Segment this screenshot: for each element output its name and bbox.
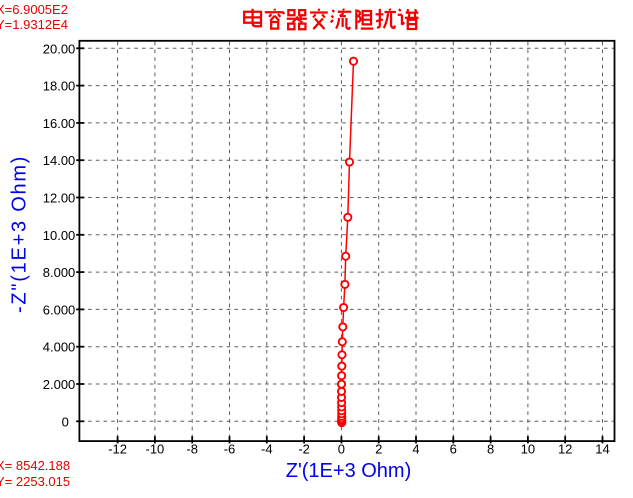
- svg-text:0: 0: [62, 414, 69, 429]
- svg-text:Z'(1E+3 Ohm): Z'(1E+3 Ohm): [286, 460, 412, 482]
- svg-text:6: 6: [450, 442, 457, 457]
- svg-text:10.00: 10.00: [43, 228, 76, 243]
- svg-text:Y= 2253.015: Y= 2253.015: [0, 474, 70, 489]
- svg-text:4: 4: [412, 442, 419, 457]
- svg-text:8: 8: [487, 442, 494, 457]
- svg-text:-Z"(1E+3 Ohm): -Z"(1E+3 Ohm): [8, 155, 30, 313]
- svg-text:0: 0: [338, 442, 345, 457]
- svg-text:X= 8542.188: X= 8542.188: [0, 458, 70, 473]
- svg-text:Y=1.9312E4: Y=1.9312E4: [0, 17, 68, 32]
- svg-text:14: 14: [595, 442, 609, 457]
- svg-text:2: 2: [375, 442, 382, 457]
- svg-text:-6: -6: [224, 442, 236, 457]
- svg-text:16.00: 16.00: [43, 116, 76, 131]
- svg-text:-2: -2: [298, 442, 310, 457]
- svg-text:-4: -4: [261, 442, 273, 457]
- svg-text:-8: -8: [186, 442, 198, 457]
- svg-text:12: 12: [558, 442, 572, 457]
- svg-text:-12: -12: [108, 442, 127, 457]
- svg-text:6.000: 6.000: [43, 302, 76, 317]
- svg-text:-10: -10: [146, 442, 165, 457]
- svg-text:12.00: 12.00: [43, 191, 76, 206]
- svg-text:8.000: 8.000: [43, 265, 76, 280]
- svg-text:4.000: 4.000: [43, 340, 76, 355]
- svg-text:10: 10: [521, 442, 535, 457]
- svg-text:20.00: 20.00: [43, 41, 76, 56]
- svg-text:14.00: 14.00: [43, 153, 76, 168]
- svg-text:18.00: 18.00: [43, 79, 76, 94]
- svg-text:2.000: 2.000: [43, 377, 76, 392]
- svg-text:X=6.9005E2: X=6.9005E2: [0, 2, 68, 17]
